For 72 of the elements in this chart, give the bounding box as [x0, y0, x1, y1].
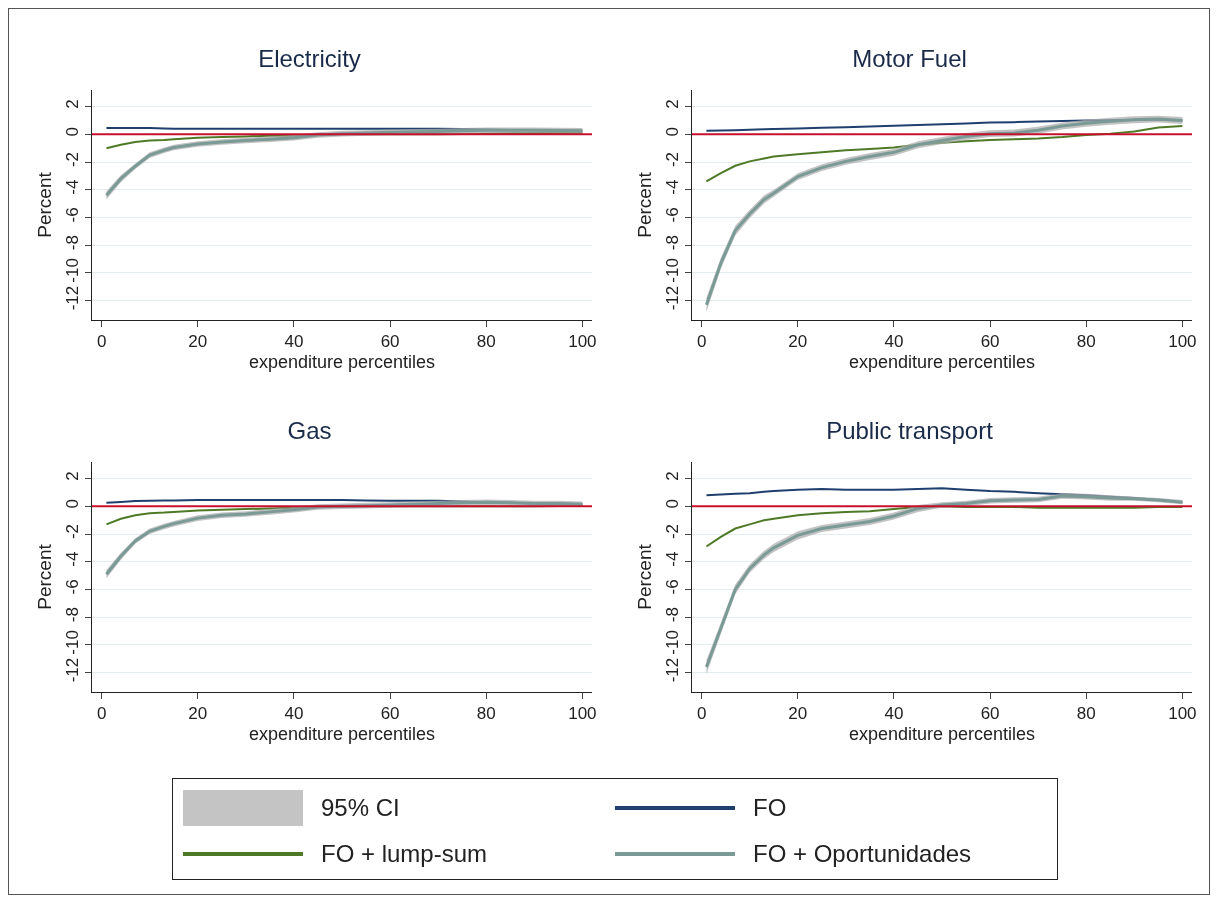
- x-tick-label: 20: [788, 704, 808, 724]
- x-tick-label: 20: [188, 704, 208, 724]
- x-tick-label: 60: [380, 332, 400, 352]
- y-tick-label: -4: [663, 551, 683, 567]
- y-tick-label: -2: [663, 523, 683, 540]
- x-tick-label: 100: [1168, 704, 1197, 724]
- chart-title: Electricity: [258, 45, 361, 73]
- x-axis-title: expenditure percentiles: [248, 723, 436, 744]
- x-axis-title: expenditure percentiles: [248, 351, 436, 372]
- x-tick-label: 20: [188, 332, 208, 352]
- y-tick-label: 0: [663, 127, 683, 137]
- y-tick-label: -8: [663, 607, 683, 623]
- y-tick-label: -4: [63, 551, 83, 567]
- legend-label: FO: [753, 794, 787, 822]
- x-tick-label: 60: [980, 332, 1000, 352]
- y-tick-label: -6: [63, 207, 83, 223]
- y-tick-label: 0: [663, 499, 683, 509]
- x-tick-label: 40: [284, 332, 304, 352]
- y-tick-label: -2: [63, 523, 83, 540]
- y-tick-label: 0: [63, 127, 83, 137]
- y-tick-label: -10: [63, 630, 83, 655]
- chart-title: Gas: [287, 417, 332, 445]
- y-tick-label: 2: [663, 99, 683, 109]
- y-tick-label: -6: [63, 579, 83, 595]
- y-tick-label: -6: [663, 207, 683, 223]
- legend-label: FO + Oportunidades: [753, 840, 972, 868]
- y-tick-label: -2: [63, 151, 83, 168]
- x-tick-label: 100: [1168, 332, 1197, 352]
- chart-title: Public transport: [826, 417, 994, 445]
- y-axis-title: Percent: [34, 171, 56, 238]
- x-tick-label: 80: [476, 704, 496, 724]
- x-tick-label: 40: [884, 332, 904, 352]
- x-axis-title: expenditure percentiles: [848, 351, 1036, 372]
- x-tick-label: 100: [568, 332, 597, 352]
- x-tick-label: 60: [980, 704, 1000, 724]
- y-tick-label: -12: [663, 285, 683, 311]
- y-tick-label: -12: [63, 285, 83, 311]
- x-tick-label: 0: [696, 704, 707, 724]
- y-tick-label: -2: [663, 151, 683, 168]
- text: 95% CI: [321, 794, 400, 822]
- y-tick-label: 2: [63, 471, 83, 481]
- x-tick-label: 20: [788, 332, 808, 352]
- y-axis-title: Percent: [634, 543, 656, 610]
- y-tick-label: -8: [63, 235, 83, 251]
- y-tick-label: 2: [663, 471, 683, 481]
- y-tick-label: -4: [663, 179, 683, 195]
- y-tick-label: -8: [63, 607, 83, 623]
- chart-title: Motor Fuel: [852, 45, 967, 73]
- x-tick-label: 0: [96, 704, 107, 724]
- x-tick-label: 80: [1076, 704, 1096, 724]
- y-axis-title: Percent: [34, 543, 56, 610]
- x-tick-label: 100: [568, 704, 597, 724]
- x-tick-label: 0: [96, 332, 107, 352]
- y-tick-label: -12: [63, 657, 83, 683]
- y-tick-label: -8: [663, 235, 683, 251]
- y-tick-label: 0: [63, 499, 83, 509]
- y-tick-label: -10: [63, 258, 83, 283]
- y-tick-label: -10: [663, 630, 683, 655]
- x-tick-label: 0: [696, 332, 707, 352]
- x-tick-label: 80: [1076, 332, 1096, 352]
- y-tick-label: -10: [663, 258, 683, 283]
- y-axis-title: Percent: [634, 171, 656, 238]
- y-tick-label: -4: [63, 179, 83, 195]
- y-tick-label: 2: [63, 99, 83, 109]
- legend-label: FO + lump-sum: [321, 840, 488, 868]
- x-tick-label: 40: [884, 704, 904, 724]
- y-tick-label: -6: [663, 579, 683, 595]
- y-tick-label: -12: [663, 657, 683, 683]
- x-axis-title: expenditure percentiles: [848, 723, 1036, 744]
- x-tick-label: 40: [284, 704, 304, 724]
- x-tick-label: 60: [380, 704, 400, 724]
- x-tick-label: 80: [476, 332, 496, 352]
